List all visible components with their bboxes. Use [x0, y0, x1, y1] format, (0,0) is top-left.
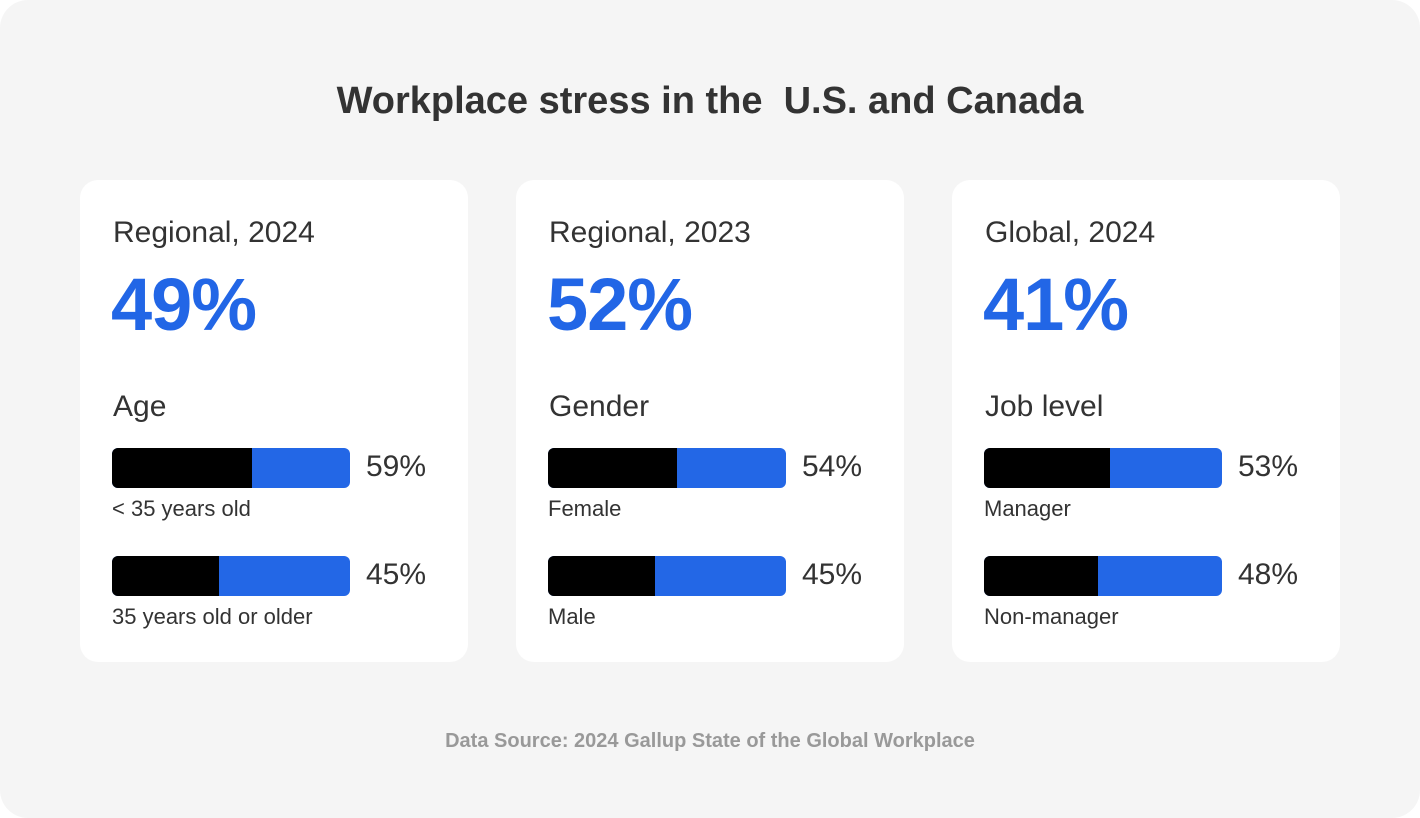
bar-value: 53%	[1238, 450, 1299, 483]
stat-card: Regional, 2024 49% Age 59% < 35 years ol…	[80, 180, 468, 662]
card-label: Regional, 2024	[113, 216, 315, 249]
bar-fill	[112, 448, 253, 488]
bar-label: 35 years old or older	[112, 604, 313, 629]
headline-percent: 49%	[111, 263, 257, 346]
card-label: Global, 2024	[985, 216, 1156, 249]
bar-track	[548, 448, 786, 488]
card-label: Regional, 2023	[549, 216, 751, 249]
data-source: Data Source: 2024 Gallup State of the Gl…	[445, 730, 975, 752]
bar-track	[112, 448, 350, 488]
bar-row: 45% 35 years old or older	[112, 556, 452, 646]
category-label: Age	[113, 390, 167, 423]
category-label: Job level	[985, 390, 1104, 423]
stat-card: Global, 2024 41% Job level 53% Manager 4…	[952, 180, 1340, 662]
bar-fill	[112, 556, 220, 596]
bar-label: Female	[548, 496, 622, 521]
stat-card: Regional, 2023 52% Gender 54% Female 45%…	[516, 180, 904, 662]
bar-track	[984, 556, 1222, 596]
bar-track	[548, 556, 786, 596]
chart-title: Workplace stress in the U.S. and Canada	[336, 80, 1084, 122]
headline-percent: 41%	[983, 263, 1129, 346]
bar-label: Manager	[984, 496, 1071, 521]
bar-value: 45%	[366, 558, 427, 591]
bar-row: 45% Male	[548, 556, 888, 646]
headline-percent: 52%	[547, 263, 693, 346]
bar-row: 54% Female	[548, 448, 888, 538]
bar-label: Non-manager	[984, 604, 1119, 629]
bar-fill	[984, 448, 1111, 488]
bar-value: 48%	[1238, 558, 1299, 591]
bar-label: < 35 years old	[112, 496, 251, 521]
bar-fill	[984, 556, 1099, 596]
bar-row: 53% Manager	[984, 448, 1324, 538]
bar-row: 48% Non-manager	[984, 556, 1324, 646]
bar-track	[984, 448, 1222, 488]
bar-fill	[548, 448, 677, 488]
bar-label: Male	[548, 604, 596, 629]
bar-value: 45%	[802, 558, 863, 591]
bar-fill	[548, 556, 656, 596]
bar-value: 59%	[366, 450, 427, 483]
category-label: Gender	[549, 390, 650, 423]
bar-row: 59% < 35 years old	[112, 448, 452, 538]
bar-value: 54%	[802, 450, 863, 483]
bar-track	[112, 556, 350, 596]
